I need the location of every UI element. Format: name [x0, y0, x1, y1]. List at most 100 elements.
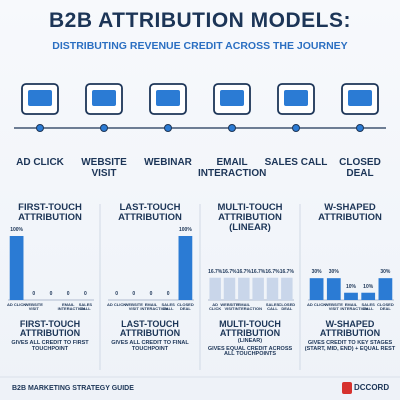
value-label: 0 [49, 291, 53, 297]
icon-fill [348, 90, 372, 106]
panel-caption: W-SHAPED ATTRIBUTION GIVES CREDIT TO KEY … [304, 319, 396, 352]
journey-label: WEBINAR [144, 157, 192, 168]
icon-fill [28, 90, 52, 106]
bar [266, 277, 279, 300]
bar [344, 292, 358, 300]
panel-title: FIRST-TOUCH ATTRIBUTION [18, 202, 82, 223]
value-label: 10% [345, 283, 356, 290]
journey-label: WEBSITE VISIT [81, 157, 127, 179]
value-label: 100% [178, 227, 192, 233]
panel-caption: FIRST-TOUCH ATTRIBUTION GIVES ALL CREDIT … [4, 319, 96, 352]
bar [178, 236, 193, 300]
category-label: CLOSED DEAL [177, 302, 194, 312]
caption-description: GIVES ALL CREDIT TO FIRST TOUCHPOINT [11, 339, 89, 352]
value-label: 10% [363, 283, 374, 290]
category-label: WEBSITE VISIT [24, 302, 43, 312]
panel-title: MULTI-TOUCH ATTRIBUTION (LINEAR) [217, 202, 283, 233]
caption-title: LAST-TOUCH ATTRIBUTION [119, 319, 181, 339]
journey-dot [164, 124, 172, 132]
value-label: 0 [66, 291, 70, 297]
bar [238, 277, 250, 300]
value-label: 0 [132, 291, 136, 297]
value-label: 0 [32, 291, 36, 297]
category-label: AD CLICK [7, 302, 27, 307]
category-label: SALES CALL [78, 302, 93, 312]
journey-dot [292, 124, 300, 132]
panel-title: LAST-TOUCH ATTRIBUTION [118, 202, 182, 223]
journey-icon [213, 83, 251, 115]
caption-title: MULTI-TOUCH ATTRIBUTION [219, 319, 281, 339]
value-label: 100% [10, 227, 23, 233]
value-label: 16.7% [222, 268, 237, 275]
category-label: AD CLICK [209, 302, 222, 312]
bar [326, 278, 341, 300]
bar [9, 236, 24, 300]
subtitle: DISTRIBUTING REVENUE CREDIT ACROSS THE J… [52, 40, 348, 52]
icon-fill [220, 90, 244, 106]
journey-icon [85, 83, 123, 115]
footer-logo: DCCORD [354, 383, 390, 392]
value-label: 0 [149, 291, 153, 297]
value-label: 0 [84, 291, 87, 297]
category-label: EMAIL INTERACTION [140, 302, 168, 312]
caption-description: GIVES ALL CREDIT TO FINAL TOUCHPOINT [111, 339, 189, 352]
category-label: EMAIL INTERACTION [234, 302, 262, 312]
category-label: SALES CALL [361, 302, 375, 312]
journey-icon [149, 83, 187, 115]
bar [209, 277, 221, 300]
caption-title: FIRST-TOUCH ATTRIBUTION [19, 319, 81, 339]
category-label: WEBSITE VISIT [124, 302, 143, 312]
value-label: 16.7% [208, 268, 223, 275]
journey-icon [21, 83, 59, 115]
value-label: 16.7% [236, 268, 251, 275]
journey-icon [277, 83, 315, 115]
bar [361, 292, 376, 300]
category-label: EMAIL INTERACTION [340, 302, 368, 312]
footer-text: B2B MARKETING STRATEGY GUIDE [12, 385, 134, 392]
value-label: 16.7% [251, 268, 266, 275]
value-label: 30% [380, 269, 391, 276]
category-label: CLOSED DEAL [377, 302, 394, 312]
category-label: SALES CALL [161, 302, 175, 312]
journey-label: SALES CALL [264, 157, 328, 168]
caption-title: W-SHAPED ATTRIBUTION [319, 319, 381, 339]
panel-caption: LAST-TOUCH ATTRIBUTION GIVES ALL CREDIT T… [104, 319, 196, 352]
caption-description: GIVES EQUAL CREDIT ACROSS ALL TOUCHPOINT… [207, 345, 293, 358]
value-label: 16.7% [279, 268, 294, 275]
category-label: CLOSED DEAL [278, 302, 296, 312]
journey-label: AD CLICK [16, 157, 64, 168]
logo-mark [342, 382, 352, 394]
icon-fill [156, 90, 180, 106]
value-label: 16.7% [265, 268, 280, 275]
journey-dot [228, 124, 236, 132]
bar [281, 277, 293, 300]
journey-dot [36, 124, 44, 132]
category-label: SALES CALL [265, 302, 280, 312]
icon-fill [92, 90, 116, 106]
caption-description: GIVES CREDIT TO KEY STAGES (START, MID, … [304, 339, 396, 352]
journey-icon [341, 83, 379, 115]
category-label: WEBSITE VISIT [324, 302, 343, 312]
category-label: EMAIL INTERACTION [57, 302, 85, 312]
category-label: AD CLICK [307, 302, 327, 307]
value-label: 30% [328, 269, 339, 276]
bar [309, 278, 324, 300]
journey-label: EMAIL INTERACTION [198, 157, 267, 179]
journey-dot [100, 124, 108, 132]
icon-fill [284, 90, 308, 106]
caption-note: (LINEAR) [237, 337, 263, 344]
journey-dot [356, 124, 364, 132]
category-label: AD CLICK [107, 302, 127, 307]
value-label: 0 [115, 291, 118, 297]
category-label: WEBSITE VISIT [220, 302, 239, 312]
bar [378, 278, 393, 300]
panel-title: W-SHAPED ATTRIBUTION [318, 202, 382, 223]
title: B2B ATTRIBUTION MODELS: [49, 9, 351, 32]
bar [223, 277, 236, 300]
panel-caption: MULTI-TOUCH ATTRIBUTION (LINEAR) GIVES EQU… [204, 319, 296, 358]
value-label: 30% [311, 269, 322, 276]
value-label: 0 [166, 291, 170, 297]
bar [252, 277, 264, 300]
